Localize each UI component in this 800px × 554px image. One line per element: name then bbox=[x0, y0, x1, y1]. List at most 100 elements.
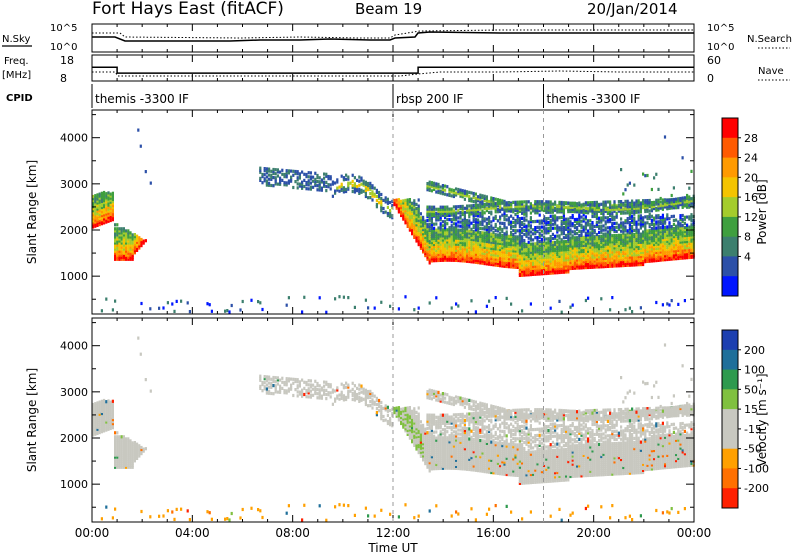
power-cell bbox=[122, 229, 125, 233]
power-cell bbox=[642, 216, 645, 220]
power-cell bbox=[419, 222, 422, 226]
power-cell bbox=[532, 258, 535, 262]
power-cell bbox=[547, 220, 550, 225]
power-cell bbox=[492, 216, 495, 220]
power-cell bbox=[556, 248, 559, 252]
power-cell bbox=[633, 183, 636, 187]
power-cell bbox=[690, 223, 693, 227]
power-cell bbox=[501, 238, 504, 242]
power-cell bbox=[424, 243, 427, 247]
power-cell bbox=[611, 215, 614, 219]
velocity-cell bbox=[111, 403, 114, 407]
power-cell bbox=[593, 243, 596, 247]
power-cell bbox=[503, 232, 506, 236]
power-cell bbox=[457, 192, 460, 196]
power-cell bbox=[503, 222, 506, 226]
power-cell bbox=[666, 237, 669, 241]
velocity-cell bbox=[94, 426, 97, 430]
power-cell bbox=[540, 270, 543, 274]
power-cell bbox=[661, 256, 664, 260]
power-cell bbox=[613, 225, 616, 230]
power-cell bbox=[492, 199, 495, 203]
power-cell bbox=[677, 246, 680, 250]
power-cell bbox=[554, 261, 557, 265]
power-cell bbox=[661, 229, 664, 234]
velocity-cell bbox=[109, 426, 112, 431]
power-cell bbox=[468, 223, 471, 227]
velocity-cell bbox=[272, 392, 275, 396]
velocity-cell bbox=[268, 391, 271, 395]
power-cell bbox=[100, 195, 103, 199]
power-cell bbox=[628, 235, 631, 239]
power-cell bbox=[587, 249, 590, 253]
velocity-cell bbox=[127, 459, 130, 463]
power-cell bbox=[639, 238, 642, 242]
power-cell bbox=[675, 201, 678, 205]
power-cell bbox=[690, 253, 693, 257]
power-cell bbox=[587, 233, 590, 237]
power-cell bbox=[505, 244, 508, 248]
power-cell bbox=[554, 246, 557, 251]
power-cell bbox=[659, 254, 662, 258]
power-cell bbox=[650, 205, 653, 209]
power-cell bbox=[560, 207, 563, 211]
velocity-cell bbox=[206, 510, 209, 514]
power-cell bbox=[510, 214, 513, 218]
power-cell bbox=[510, 255, 513, 259]
power-cell bbox=[523, 222, 526, 226]
power-cell bbox=[503, 244, 506, 248]
power-cell bbox=[628, 211, 631, 215]
power-cell bbox=[492, 236, 495, 240]
velocity-cell bbox=[105, 406, 108, 410]
power-cell bbox=[580, 252, 583, 256]
power-cell bbox=[375, 190, 378, 194]
power-cell bbox=[602, 234, 605, 238]
power-cell bbox=[468, 259, 471, 264]
power-cell bbox=[560, 250, 563, 254]
power-cell bbox=[391, 199, 394, 203]
velocity-cell bbox=[122, 451, 125, 455]
power-cell bbox=[620, 262, 623, 266]
velocity-cell bbox=[107, 415, 110, 419]
velocity-cell bbox=[133, 447, 136, 451]
power-cell bbox=[259, 166, 262, 170]
power-cell bbox=[648, 245, 651, 249]
power-cell bbox=[428, 255, 431, 259]
power-cell bbox=[415, 235, 418, 239]
power-cell bbox=[595, 207, 598, 211]
power-cell bbox=[272, 176, 275, 180]
power-cell bbox=[448, 213, 451, 218]
power-cell bbox=[364, 188, 367, 192]
velocity-cell bbox=[103, 405, 106, 409]
power-cell bbox=[602, 236, 605, 240]
power-cell bbox=[624, 249, 627, 253]
power-cell bbox=[507, 255, 510, 259]
velocity-cell bbox=[98, 431, 101, 435]
power-cell bbox=[448, 242, 451, 246]
power-cell bbox=[534, 226, 537, 230]
power-cell bbox=[457, 209, 460, 213]
power-cell bbox=[664, 217, 667, 221]
power-cell bbox=[637, 242, 640, 246]
power-cell bbox=[587, 231, 590, 235]
power-cell bbox=[626, 219, 629, 223]
power-cell bbox=[613, 203, 616, 207]
power-cell bbox=[437, 248, 440, 252]
power-cell bbox=[591, 231, 594, 235]
power-cell bbox=[677, 250, 680, 254]
power-cell bbox=[444, 216, 447, 220]
power-cell bbox=[428, 301, 431, 305]
power-cell bbox=[633, 210, 636, 214]
power-cell bbox=[477, 218, 480, 222]
power-cell bbox=[631, 211, 634, 215]
power-cell bbox=[382, 198, 385, 202]
power-cell bbox=[683, 227, 686, 232]
power-cell bbox=[318, 180, 321, 184]
power-cell bbox=[516, 257, 519, 261]
power-cell bbox=[532, 244, 535, 248]
power-cell bbox=[580, 204, 583, 208]
power-cell bbox=[573, 226, 576, 230]
power-cell bbox=[444, 242, 447, 246]
power-cell bbox=[600, 263, 603, 267]
power-cell bbox=[474, 230, 477, 234]
